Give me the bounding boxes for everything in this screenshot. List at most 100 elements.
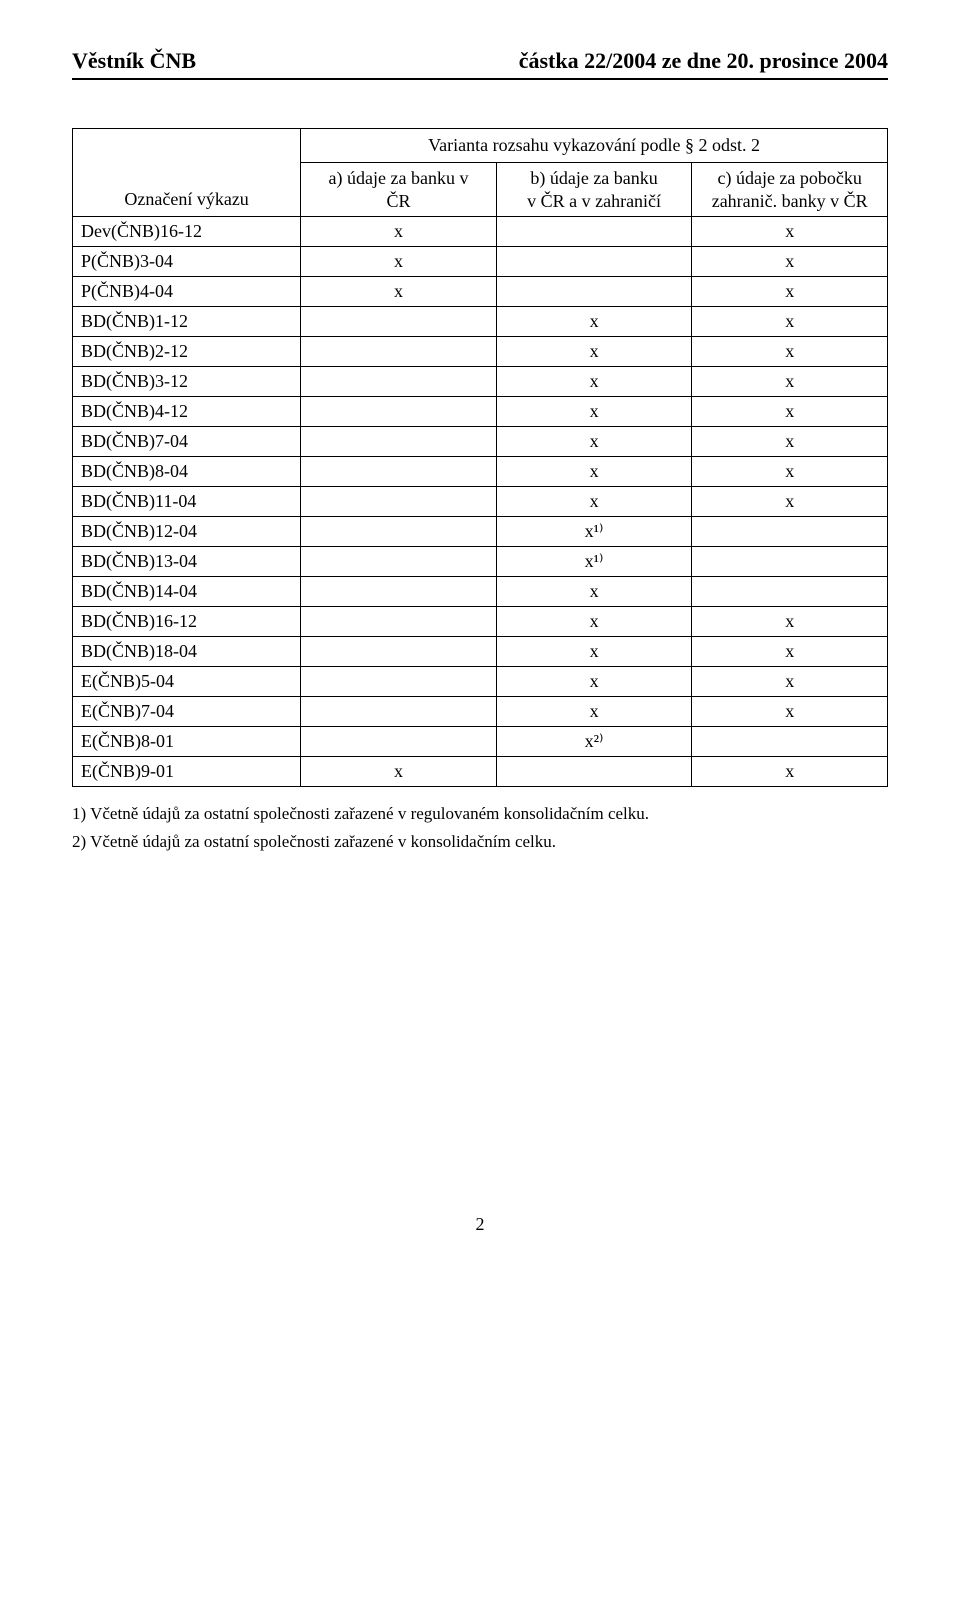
cell-variant-c: x <box>692 637 888 667</box>
cell-variant-c: x <box>692 487 888 517</box>
cell-variant-b <box>496 277 692 307</box>
reporting-variants-table: Označení výkazu Varianta rozsahu vykazov… <box>72 128 888 787</box>
col-b-header: b) údaje za banku v ČR a v zahraničí <box>496 163 692 217</box>
cell-variant-c: x <box>692 457 888 487</box>
cell-variant-a <box>301 667 497 697</box>
cell-variant-b <box>496 247 692 277</box>
footnote-1: 1) Včetně údajů za ostatní společnosti z… <box>72 801 888 827</box>
row-label: BD(ČNB)1-12 <box>73 307 301 337</box>
row-label: BD(ČNB)2-12 <box>73 337 301 367</box>
cell-variant-b: x <box>496 607 692 637</box>
cell-variant-a: x <box>301 217 497 247</box>
row-header-label: Označení výkazu <box>73 129 301 217</box>
cell-variant-a: x <box>301 277 497 307</box>
cell-variant-c: x <box>692 697 888 727</box>
row-label: Dev(ČNB)16-12 <box>73 217 301 247</box>
cell-variant-b: x <box>496 367 692 397</box>
cell-variant-c: x <box>692 607 888 637</box>
header-journal-name: Věstník ČNB <box>72 48 196 74</box>
row-label: BD(ČNB)3-12 <box>73 367 301 397</box>
cell-variant-a <box>301 577 497 607</box>
cell-variant-a <box>301 397 497 427</box>
row-label: BD(ČNB)18-04 <box>73 637 301 667</box>
footnote-2: 2) Včetně údajů za ostatní společnosti z… <box>72 829 888 855</box>
table-row: BD(ČNB)4-12 xx <box>73 397 888 427</box>
row-label: E(ČNB)8-01 <box>73 727 301 757</box>
cell-variant-a <box>301 637 497 667</box>
row-label: P(ČNB)3-04 <box>73 247 301 277</box>
cell-variant-b <box>496 217 692 247</box>
cell-variant-c: x <box>692 667 888 697</box>
table-row: BD(ČNB)12-04 x¹⁾ <box>73 517 888 547</box>
row-label: E(ČNB)5-04 <box>73 667 301 697</box>
col-a-header: a) údaje za banku v ČR <box>301 163 497 217</box>
cell-variant-a <box>301 697 497 727</box>
cell-variant-a <box>301 367 497 397</box>
row-label: BD(ČNB)12-04 <box>73 517 301 547</box>
table-row: BD(ČNB)3-12 xx <box>73 367 888 397</box>
header-issue-date: částka 22/2004 ze dne 20. prosince 2004 <box>519 48 888 74</box>
cell-variant-b: x <box>496 577 692 607</box>
cell-variant-b: x <box>496 637 692 667</box>
cell-variant-b: x <box>496 667 692 697</box>
cell-variant-b: x¹⁾ <box>496 517 692 547</box>
table-row: BD(ČNB)7-04 xx <box>73 427 888 457</box>
row-label: P(ČNB)4-04 <box>73 277 301 307</box>
table-row: P(ČNB)3-04xx <box>73 247 888 277</box>
row-label: BD(ČNB)13-04 <box>73 547 301 577</box>
row-label: BD(ČNB)16-12 <box>73 607 301 637</box>
cell-variant-c: x <box>692 427 888 457</box>
page-number: 2 <box>72 1214 888 1235</box>
cell-variant-a: x <box>301 757 497 787</box>
row-label: BD(ČNB)7-04 <box>73 427 301 457</box>
cell-variant-b: x <box>496 427 692 457</box>
table-row: BD(ČNB)16-12 xx <box>73 607 888 637</box>
cell-variant-a <box>301 307 497 337</box>
row-label: E(ČNB)7-04 <box>73 697 301 727</box>
cell-variant-b: x <box>496 697 692 727</box>
cell-variant-b: x <box>496 397 692 427</box>
row-label: BD(ČNB)11-04 <box>73 487 301 517</box>
page-header: Věstník ČNB částka 22/2004 ze dne 20. pr… <box>72 48 888 80</box>
table-row: P(ČNB)4-04xx <box>73 277 888 307</box>
cell-variant-c: x <box>692 367 888 397</box>
cell-variant-a <box>301 607 497 637</box>
col-c-header: c) údaje za pobočku zahranič. banky v ČR <box>692 163 888 217</box>
cell-variant-c: x <box>692 277 888 307</box>
cell-variant-a <box>301 337 497 367</box>
cell-variant-c: x <box>692 397 888 427</box>
cell-variant-a <box>301 487 497 517</box>
table-row: BD(ČNB)18-04 xx <box>73 637 888 667</box>
cell-variant-c: x <box>692 337 888 367</box>
cell-variant-c <box>692 577 888 607</box>
cell-variant-c <box>692 517 888 547</box>
table-row: E(ČNB)5-04 xx <box>73 667 888 697</box>
cell-variant-a <box>301 457 497 487</box>
row-label: E(ČNB)9-01 <box>73 757 301 787</box>
table-row: E(ČNB)7-04 xx <box>73 697 888 727</box>
table-row: BD(ČNB)13-04 x¹⁾ <box>73 547 888 577</box>
cell-variant-b: x¹⁾ <box>496 547 692 577</box>
table-row: E(ČNB)9-01xx <box>73 757 888 787</box>
table-row: BD(ČNB)2-12 xx <box>73 337 888 367</box>
cell-variant-b <box>496 757 692 787</box>
cell-variant-c: x <box>692 757 888 787</box>
table-header-row-1: Označení výkazu Varianta rozsahu vykazov… <box>73 129 888 163</box>
table-row: Dev(ČNB)16-12xx <box>73 217 888 247</box>
cell-variant-c: x <box>692 307 888 337</box>
cell-variant-b: x <box>496 307 692 337</box>
cell-variant-b: x <box>496 457 692 487</box>
cell-variant-a <box>301 517 497 547</box>
row-label: BD(ČNB)14-04 <box>73 577 301 607</box>
row-label: BD(ČNB)8-04 <box>73 457 301 487</box>
cell-variant-c: x <box>692 217 888 247</box>
cell-variant-b: x <box>496 487 692 517</box>
row-label: BD(ČNB)4-12 <box>73 397 301 427</box>
cell-variant-b: x²⁾ <box>496 727 692 757</box>
cell-variant-c <box>692 547 888 577</box>
cell-variant-a <box>301 547 497 577</box>
cell-variant-a <box>301 427 497 457</box>
cell-variant-b: x <box>496 337 692 367</box>
table-row: BD(ČNB)8-04 xx <box>73 457 888 487</box>
variant-header: Varianta rozsahu vykazování podle § 2 od… <box>301 129 888 163</box>
